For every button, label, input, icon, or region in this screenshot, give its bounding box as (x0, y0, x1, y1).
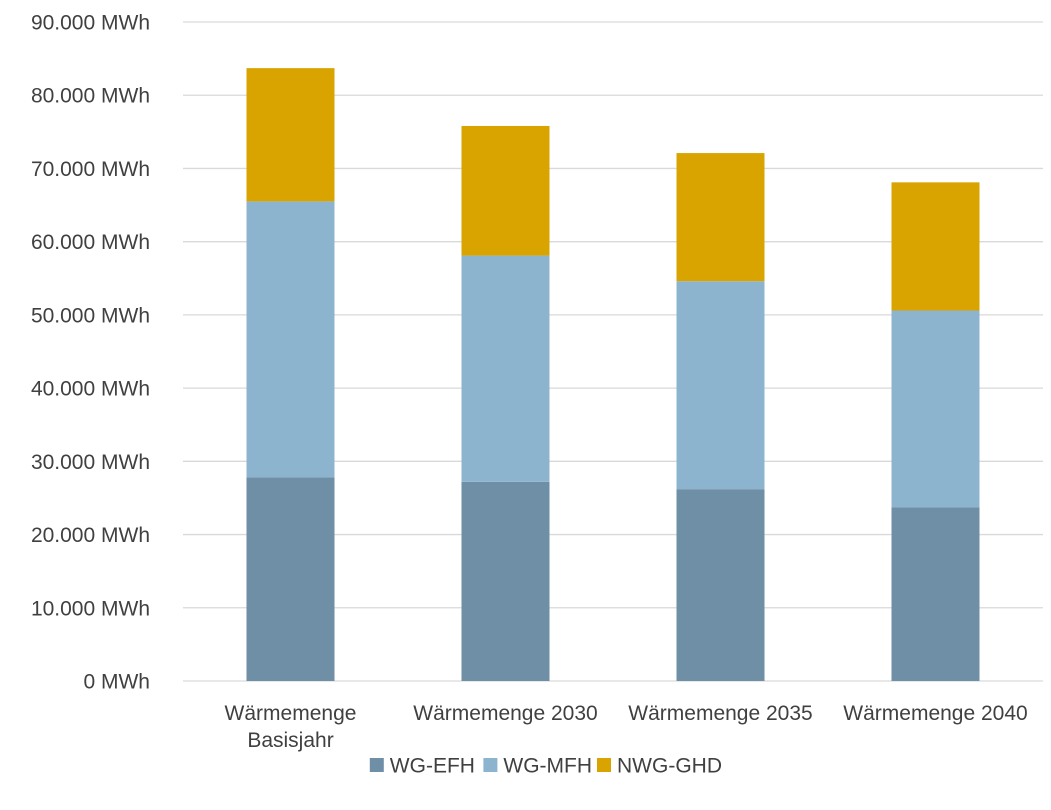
y-tick-label: 30.000 MWh (31, 451, 150, 474)
bar-segment-nwg-ghd (676, 153, 765, 282)
bar-segment-wg-mfh (676, 281, 765, 490)
x-axis-category-labels: Wärmemenge Basisjahr Wärmemenge 2030 Wärmem… (225, 702, 1028, 752)
legend-label: NWG-GHD (617, 755, 722, 778)
bar-segment-wg-mfh (461, 255, 550, 482)
y-axis-tick-labels: 0 MWh 10.000 MWh 20.000 MWh 30.000 MWh 40.00… (31, 12, 150, 694)
bar-segment-wg-efh (246, 477, 335, 681)
bar-segment-wg-efh (461, 481, 550, 681)
y-tick-label: 50.000 MWh (31, 304, 150, 327)
legend-swatch-wg-mfh (483, 758, 498, 772)
bars (246, 68, 980, 681)
y-tick-label: 80.000 MWh (31, 85, 150, 108)
y-tick-label: 10.000 MWh (31, 597, 150, 620)
legend-label: WG-EFH (390, 755, 475, 778)
x-category-label: Wärmemenge 2030 (413, 702, 597, 725)
y-tick-label: 20.000 MWh (31, 524, 150, 547)
x-category-label: Wärmemenge 2035 (628, 702, 812, 725)
legend-swatch-nwg-ghd (597, 758, 611, 772)
bar-segment-wg-mfh (891, 310, 980, 508)
y-tick-label: 90.000 MWh (31, 12, 150, 35)
y-tick-label: 0 MWh (83, 671, 150, 694)
bar-segment-nwg-ghd (246, 68, 335, 202)
x-category-label: Wärmemenge (225, 702, 357, 725)
legend-label: WG-MFH (503, 755, 592, 778)
x-category-label: Basisjahr (247, 729, 333, 752)
y-tick-label: 70.000 MWh (31, 158, 150, 181)
legend-swatch-wg-efh (369, 758, 384, 772)
bar-segment-wg-efh (676, 489, 765, 681)
bar-segment-nwg-ghd (891, 182, 980, 311)
bar-segment-wg-efh (891, 507, 980, 681)
y-tick-label: 40.000 MWh (31, 378, 150, 401)
x-category-label: Wärmemenge 2040 (843, 702, 1027, 725)
bar-segment-nwg-ghd (461, 125, 550, 256)
legend: WG-EFH WG-MFH NWG-GHD (369, 755, 722, 778)
bar-segment-wg-mfh (246, 201, 335, 478)
y-tick-label: 60.000 MWh (31, 231, 150, 254)
